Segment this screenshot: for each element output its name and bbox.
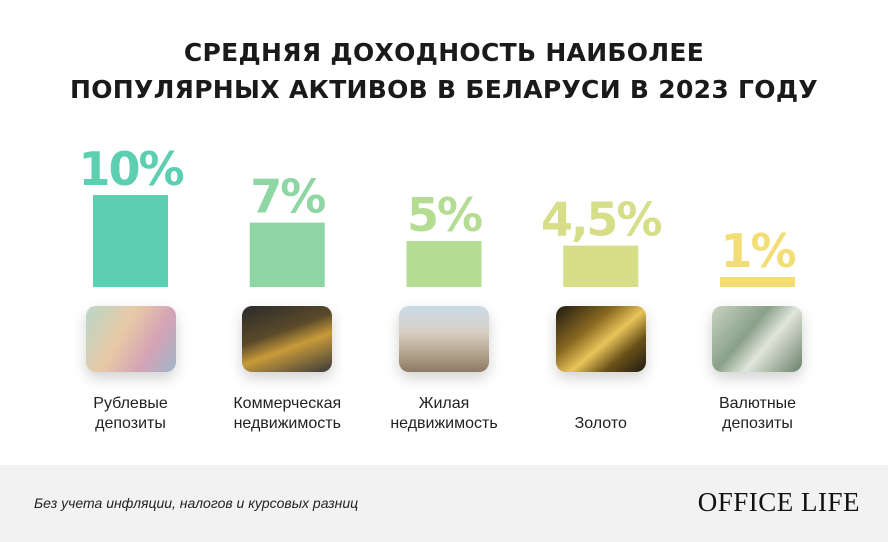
chart-title-line-2: ПОПУЛЯРНЫХ АКТИВОВ В БЕЛАРУСИ В 2023 ГОД…: [70, 75, 818, 104]
bar-2: [406, 241, 482, 287]
category-label-1: Коммерческая недвижимость: [209, 394, 365, 434]
bar-3: [563, 245, 639, 287]
category-label-4: Валютные депозиты: [680, 394, 836, 434]
dollar-bills-photo: [712, 306, 802, 372]
value-label-2: 5%: [407, 188, 482, 242]
category-label-line: Золото: [574, 415, 627, 432]
footer: Без учета инфляции, налогов и курсовых р…: [0, 465, 888, 542]
category-label-line: недвижимость: [233, 415, 341, 432]
category-label-line: Жилая: [418, 395, 470, 412]
apartment-building-photo: [399, 306, 489, 372]
office-life-logo: OFFICE LIFE: [697, 487, 860, 517]
commercial-building-photo: [242, 306, 332, 372]
footnote: Без учета инфляции, налогов и курсовых р…: [34, 495, 359, 511]
bar-0: [93, 195, 168, 287]
value-label-0: 10%: [78, 142, 183, 196]
category-label-line: депозиты: [95, 415, 166, 432]
category-label-line: недвижимость: [390, 415, 498, 432]
value-label-3: 4,5%: [541, 193, 661, 247]
category-label-0: Рублевые депозиты: [53, 394, 209, 434]
category-label-line: Рублевые: [93, 395, 168, 412]
category-label-2: Жилая недвижимость: [366, 394, 522, 434]
rubles-photo: [86, 306, 176, 372]
gold-bars-photo: [556, 306, 646, 372]
category-label-line: депозиты: [722, 415, 793, 432]
category-label-3: Золото: [523, 414, 679, 434]
value-label-1: 7%: [250, 170, 325, 224]
category-label-line: Коммерческая: [233, 395, 342, 412]
bar-chart: 10% 7% 5% 4,5% 1%: [78, 142, 797, 287]
chart-title-line-1: СРЕДНЯЯ ДОХОДНОСТЬ НАИБОЛЕЕ: [183, 38, 705, 67]
bar-4: [720, 277, 795, 287]
bar-1: [249, 222, 325, 287]
category-label-line: Валютные: [718, 395, 797, 412]
value-label-4: 1%: [720, 224, 795, 278]
chart-title: СРЕДНЯЯ ДОХОДНОСТЬ НАИБОЛЕЕ ПОПУЛЯРНЫХ А…: [0, 34, 888, 108]
